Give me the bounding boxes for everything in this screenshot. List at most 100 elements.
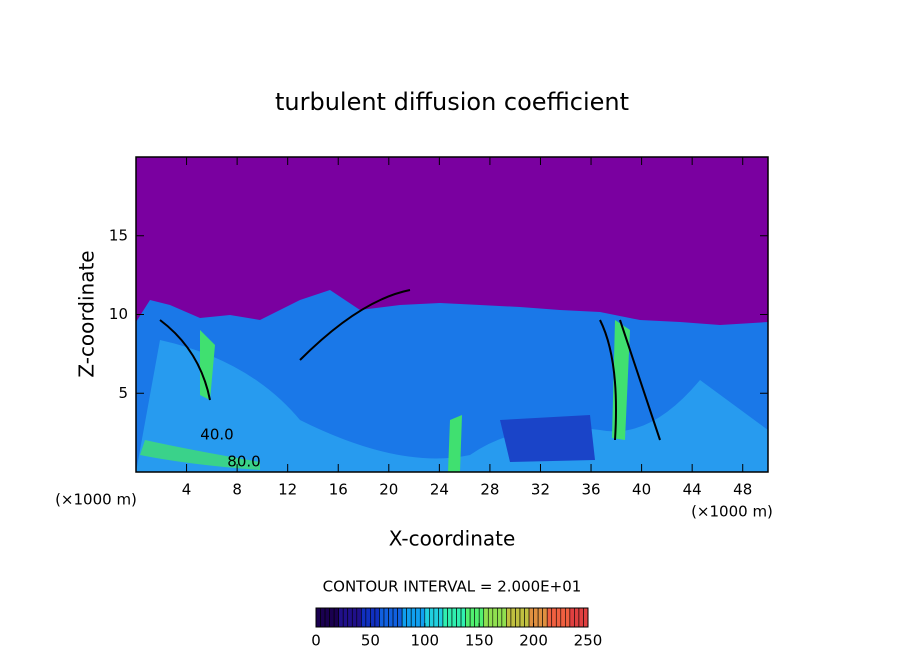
colorbar-swatch xyxy=(469,607,475,628)
colorbar-swatch xyxy=(551,607,557,628)
colorbar-swatch xyxy=(447,607,453,628)
colorbar-swatch xyxy=(356,607,362,628)
x-tick-label: 36 xyxy=(581,481,600,499)
colorbar-swatch xyxy=(392,607,398,628)
colorbar-swatch xyxy=(442,607,448,628)
colorbar-swatch xyxy=(560,607,566,628)
colorbar-swatch xyxy=(583,607,589,628)
field-plume xyxy=(448,415,462,472)
colorbar-swatch xyxy=(506,607,512,628)
colorbar-swatch xyxy=(320,607,326,628)
colorbar-swatch xyxy=(361,607,367,628)
x-unit-label: (×1000 m) xyxy=(55,491,137,509)
field-blob xyxy=(500,415,595,462)
colorbar-swatch xyxy=(510,607,516,628)
colorbar-swatch xyxy=(429,607,435,628)
colorbar-tick-label: 100 xyxy=(410,632,439,650)
colorbar-swatch xyxy=(365,607,371,628)
colorbar-swatch xyxy=(351,607,358,628)
colorbar-swatch xyxy=(329,607,335,628)
colorbar-swatch xyxy=(537,607,543,628)
colorbar-swatch xyxy=(501,607,507,628)
colorbar-tick-label: 0 xyxy=(311,632,321,650)
field-plume xyxy=(200,330,215,400)
colorbar-swatch xyxy=(465,607,471,628)
colorbar-swatch xyxy=(492,607,498,628)
colorbar-swatch xyxy=(533,607,539,628)
field xyxy=(136,157,768,472)
colorbar-swatch xyxy=(424,607,430,628)
colorbar-frame xyxy=(315,607,589,628)
x-axis-label: X-coordinate xyxy=(389,527,516,551)
x-tick-label: 12 xyxy=(278,481,297,499)
contour-label: 80.0 xyxy=(227,453,260,471)
colorbar-swatch xyxy=(338,607,344,628)
colorbar-swatch xyxy=(569,607,575,628)
colorbar-swatch xyxy=(524,607,530,628)
colorbar-swatch xyxy=(546,607,553,628)
contour-interval: CONTOUR INTERVAL = 2.000E+01 xyxy=(323,578,582,596)
colorbar-swatch xyxy=(383,607,389,628)
y-tick-label: 10 xyxy=(109,305,128,323)
colorbar-tick-label: 250 xyxy=(574,632,603,650)
x-tick-label: 8 xyxy=(232,481,242,499)
x-tick-label: 28 xyxy=(480,481,499,499)
contour-line xyxy=(299,289,411,361)
colorbar-swatch xyxy=(528,607,534,628)
colorbar-swatch xyxy=(415,607,421,628)
colorbar-swatch xyxy=(324,607,330,628)
colorbar-swatch xyxy=(474,607,480,628)
colorbar-swatch xyxy=(565,607,571,628)
colorbar-swatch xyxy=(419,607,426,628)
y-axis-label: Z-coordinate xyxy=(75,250,99,377)
x-tick-label: 24 xyxy=(430,481,449,499)
colorbar-tick-label: 200 xyxy=(519,632,548,650)
colorbar-swatch xyxy=(406,607,412,628)
colorbar-tick-label: 50 xyxy=(361,632,380,650)
contour-label: 40.0 xyxy=(200,426,233,444)
colorbar-swatch xyxy=(483,607,489,628)
x-unit-label: (×1000 m) xyxy=(691,503,773,521)
chart-title: turbulent diffusion coefficient xyxy=(275,88,629,116)
colorbar-swatch xyxy=(519,607,525,628)
colorbar-swatch xyxy=(451,607,457,628)
colorbar-swatch xyxy=(497,607,503,628)
colorbar-swatch xyxy=(347,607,353,628)
colorbar-tick-label: 150 xyxy=(465,632,494,650)
colorbar-swatch xyxy=(574,607,580,628)
colorbar-swatch xyxy=(374,607,380,628)
colorbar-swatch xyxy=(460,607,466,628)
colorbar-swatch xyxy=(370,607,376,628)
colorbar-swatch xyxy=(379,607,385,628)
y-tick-label: 15 xyxy=(109,226,128,244)
x-tick-label: 4 xyxy=(182,481,192,499)
colorbar-swatch xyxy=(456,607,462,628)
colorbar-swatch xyxy=(433,607,439,628)
colorbar-swatch xyxy=(555,607,562,628)
colorbar-swatch xyxy=(342,607,349,628)
colorbar-swatch xyxy=(478,607,485,628)
colorbar-swatch xyxy=(515,607,521,628)
field-band xyxy=(136,340,768,472)
colorbar-swatch xyxy=(487,607,494,628)
colorbar-swatch xyxy=(401,607,407,628)
colorbar-swatch xyxy=(333,607,339,628)
x-tick-label: 44 xyxy=(683,481,702,499)
x-tick-label: 32 xyxy=(531,481,550,499)
x-tick-label: 20 xyxy=(379,481,398,499)
x-tick-label: 16 xyxy=(329,481,348,499)
y-tick-label: 5 xyxy=(118,384,128,402)
colorbar-swatch xyxy=(315,607,321,628)
colorbar-swatch xyxy=(578,607,584,628)
contour-line xyxy=(159,319,661,441)
colorbar-swatch xyxy=(542,607,548,628)
colorbar-swatch xyxy=(388,607,394,628)
x-tick-label: 40 xyxy=(632,481,651,499)
colorbar-swatch xyxy=(410,607,417,628)
x-tick-label: 48 xyxy=(733,481,752,499)
field-band xyxy=(140,440,260,470)
colorbar-swatch xyxy=(397,607,403,628)
colorbar-swatch xyxy=(438,607,444,628)
